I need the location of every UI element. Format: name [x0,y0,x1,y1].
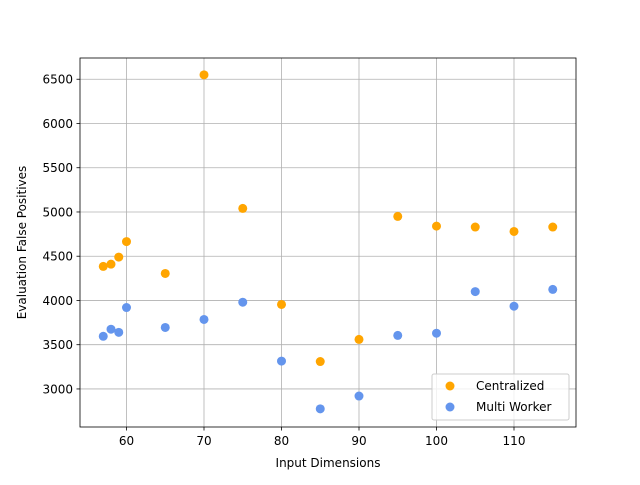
legend: Centralized Multi Worker [431,373,570,421]
axis-ticks: 60 70 80 90 100 110 3000 3500 4000 4500 5000 5500 60… [42,73,525,448]
point-centralized [122,237,131,247]
x-tick-label: 60 [119,434,134,448]
x-tick-label: 110 [503,434,526,448]
point-centralized [432,221,441,231]
y-tick-label: 3000 [42,382,73,396]
legend-label-multi-worker: Multi Worker [476,400,551,414]
point-multi-worker [315,404,325,414]
point-multi-worker [470,287,480,297]
legend-marker-multi-worker [445,402,455,412]
x-tick-label: 80 [274,434,289,448]
y-tick-label: 3500 [42,338,73,352]
legend-box [431,373,570,421]
point-centralized [114,252,124,262]
point-multi-worker [122,303,131,313]
point-multi-worker [98,331,108,341]
point-multi-worker [509,301,519,311]
y-tick-label: 4000 [42,294,73,308]
point-multi-worker [238,297,248,307]
point-centralized [470,222,480,232]
legend-marker-centralized [445,381,455,391]
legend-label-centralized: Centralized [476,379,544,393]
point-multi-worker [106,324,116,334]
point-multi-worker [114,327,124,337]
point-centralized [160,268,170,278]
y-tick-label: 6500 [42,73,73,87]
point-multi-worker [393,330,403,340]
y-tick-label: 4500 [42,250,73,264]
point-centralized [277,299,286,309]
y-tick-label: 6000 [42,117,73,131]
point-multi-worker [548,284,558,294]
point-centralized [548,222,558,232]
x-tick-label: 90 [351,434,366,448]
point-multi-worker [199,314,209,324]
plot-frame [79,57,577,428]
point-centralized [393,211,403,221]
x-tick-label: 70 [196,434,211,448]
point-centralized [199,70,209,80]
point-multi-worker [432,328,441,338]
point-centralized [509,226,519,236]
x-axis-label: Input Dimensions [276,456,381,470]
y-tick-label: 5500 [42,161,73,175]
point-multi-worker [354,391,364,401]
point-centralized [238,203,248,213]
data-points [98,70,558,414]
grid-lines [80,58,576,427]
y-axis-label: Evaluation False Positives [15,166,29,320]
point-centralized [354,334,364,344]
point-centralized [98,261,108,271]
x-tick-label: 100 [425,434,448,448]
point-centralized [106,259,116,269]
point-multi-worker [277,356,286,366]
y-tick-label: 5000 [42,205,73,219]
point-centralized [315,357,325,367]
point-multi-worker [160,322,170,332]
